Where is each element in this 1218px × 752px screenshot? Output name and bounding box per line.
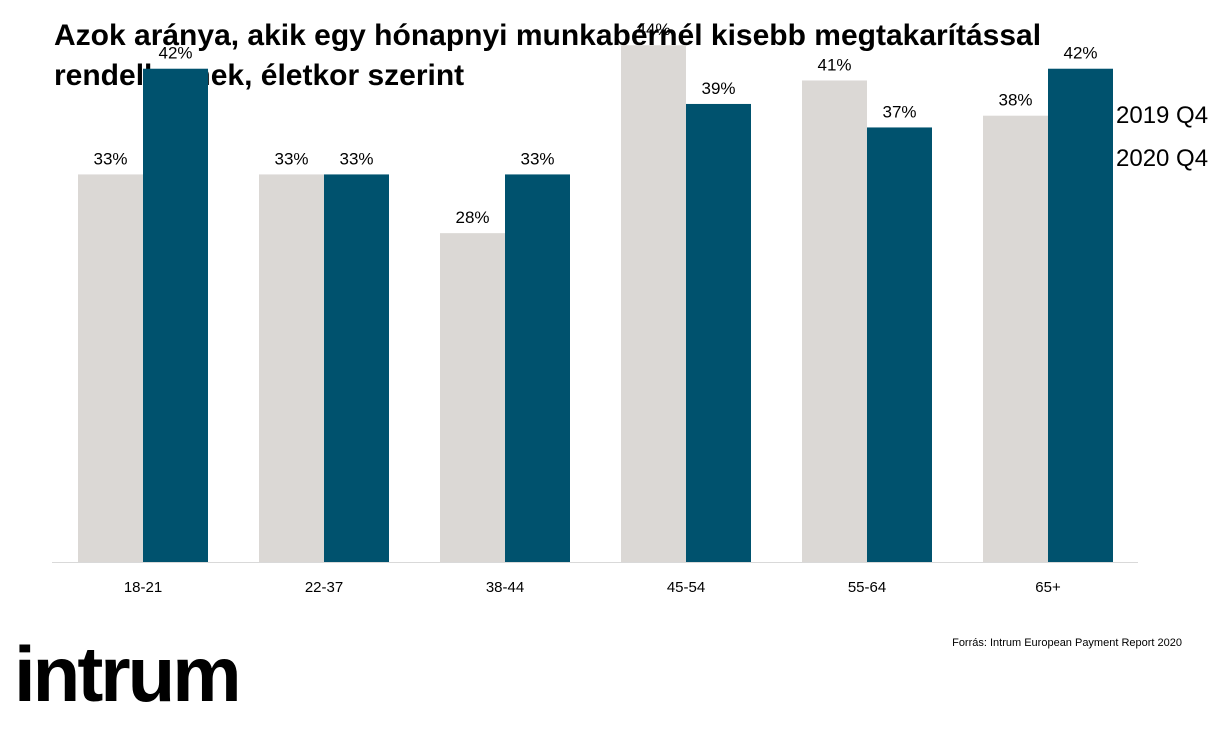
source-note: Forrás: Intrum European Payment Report 2… bbox=[952, 637, 1182, 649]
bar-2019-45-54 bbox=[621, 45, 686, 562]
bar-2019-55-64 bbox=[802, 80, 867, 563]
bar-2020-55-64 bbox=[867, 127, 932, 562]
data-label: 33% bbox=[93, 149, 127, 168]
data-label: 42% bbox=[158, 44, 192, 63]
bar-chart: 33% 42% 18-21 33% 33% 22-37 28% 33% 38-44 44% 39% 4… bbox=[52, 20, 1138, 596]
data-label: 38% bbox=[998, 91, 1032, 110]
x-tick-label: 45-54 bbox=[667, 579, 705, 596]
bar-2020-65+ bbox=[1048, 68, 1113, 563]
bar-2019-38-44 bbox=[440, 233, 505, 563]
x-tick-label: 18-21 bbox=[124, 579, 162, 596]
data-label: 37% bbox=[882, 102, 916, 121]
chart-title-line-2: rendelkeznek, életkor szerint bbox=[54, 59, 465, 92]
data-label: 41% bbox=[817, 55, 851, 74]
data-label: 44% bbox=[636, 20, 670, 39]
chart-title: Azok aránya, akik egy hónapnyi munkabérn… bbox=[54, 16, 1174, 96]
bar-2019-18-21 bbox=[78, 174, 143, 562]
x-tick-label: 22-37 bbox=[305, 579, 343, 596]
legend-label-2019: 2019 Q4 bbox=[1116, 102, 1209, 129]
legend-label-2020: 2020 Q4 bbox=[1116, 145, 1209, 172]
bar-2020-18-21 bbox=[143, 68, 208, 563]
intrum-logo: intrum bbox=[14, 630, 242, 718]
x-tick-label: 55-64 bbox=[848, 579, 886, 596]
data-label: 33% bbox=[520, 149, 554, 168]
x-tick-label: 65+ bbox=[1035, 579, 1061, 596]
bar-2020-45-54 bbox=[686, 103, 751, 562]
bar-2020-38-44 bbox=[505, 174, 570, 562]
data-label: 42% bbox=[1063, 44, 1097, 63]
data-label: 39% bbox=[701, 79, 735, 98]
data-label: 33% bbox=[339, 149, 373, 168]
bar-2020-22-37 bbox=[324, 174, 389, 562]
x-tick-label: 38-44 bbox=[486, 579, 524, 596]
data-label: 28% bbox=[455, 208, 489, 227]
chart-title-line-1: Azok aránya, akik egy hónapnyi munkabérn… bbox=[54, 19, 1042, 52]
data-label: 33% bbox=[274, 149, 308, 168]
bar-2019-65+ bbox=[983, 115, 1048, 563]
bar-2019-22-37 bbox=[259, 174, 324, 562]
